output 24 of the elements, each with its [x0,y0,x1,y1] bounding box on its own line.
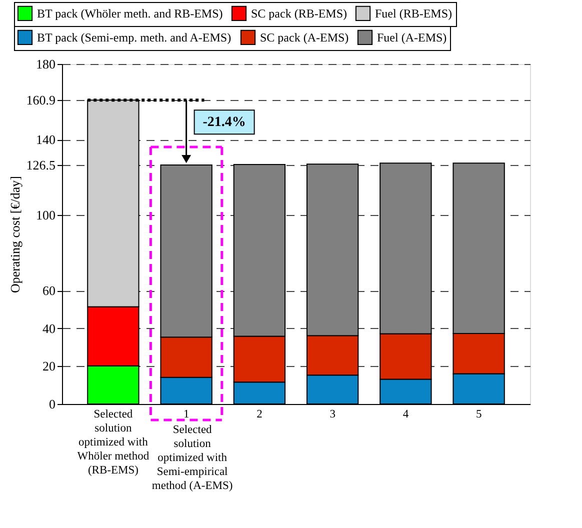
y-tick-label: 180 [36,56,56,72]
legend-label: Fuel (RB-EMS) [375,6,452,20]
y-tick-label: 100 [36,208,56,223]
legend-label: Fuel (A-EMS) [377,30,447,44]
x-tick-label: 4 [402,408,409,420]
x-tick-label: 2 [256,408,263,420]
y-tick-label: 0 [49,396,56,412]
y-tick-label: 160.9 [26,92,56,108]
y-tick-label: 140 [36,132,56,148]
y-axis-title: Operating cost [€/day] [7,176,22,293]
legend-label: BT pack (Semi-emp. meth. and A-EMS) [37,30,232,44]
legend-label: SC pack (RB-EMS) [251,6,348,20]
y-tick-label: 20 [42,358,56,374]
y-tick-label: 60 [42,283,56,298]
legend-label: SC pack (A-EMS) [260,30,349,44]
x-tick-label: 3 [330,408,336,420]
x-tick-label: 1 [183,408,190,420]
text: Selected solution optimized with Semi-empirical method (A-EMS) [152,424,233,492]
legend-label: BT pack (Whöler meth. and RB-EMS) [37,6,223,20]
x-tick-label: 5 [476,408,482,420]
y-tick-label: 126.5 [26,158,56,173]
annotation: -21.4% [202,115,246,130]
x-tick-label: Selected solution optimized with Whöler method (RB-EMS) [77,408,150,476]
y-tick-label: 40 [42,320,56,336]
